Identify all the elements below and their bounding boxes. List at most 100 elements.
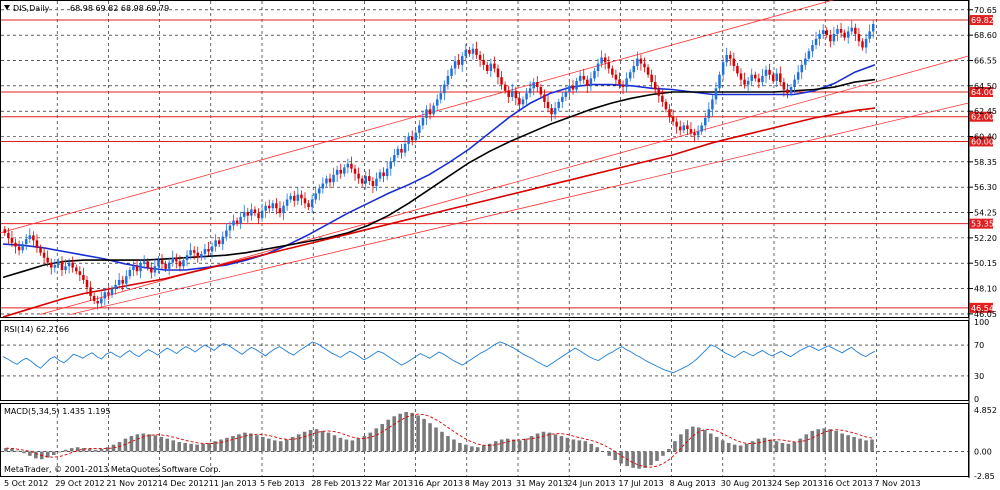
candle-body (557, 101, 560, 109)
candle-body (568, 85, 571, 93)
candle-body (829, 35, 832, 42)
candle-body (371, 181, 375, 186)
candle-body (453, 61, 457, 69)
candle-body (460, 56, 464, 65)
candle-body (696, 131, 700, 136)
candle-body (7, 232, 10, 238)
candle-body (643, 63, 646, 68)
candle-body (221, 236, 225, 245)
candle-body (310, 199, 314, 207)
candle-body (450, 68, 453, 76)
candle-body (564, 92, 568, 97)
candle-body (146, 261, 149, 268)
price-panel-frame (0, 0, 969, 318)
moving-averages (2, 64, 876, 318)
x-tick-label: 16 Apr 2013 (414, 479, 463, 488)
candle-body (836, 28, 839, 34)
candle-body (768, 69, 771, 75)
candle-body (382, 172, 385, 177)
y-tick-label: 48.10 (974, 285, 997, 294)
rsi-label: RSI(14) 62.2166 (4, 325, 69, 334)
candle-body (471, 48, 475, 54)
candle-body (339, 169, 342, 174)
candle-body (536, 82, 539, 88)
candle-body (325, 178, 328, 184)
candle-body (257, 213, 260, 219)
candle-body (771, 74, 775, 81)
candle-body (418, 125, 421, 133)
candle-body (239, 216, 242, 224)
candle-body (575, 80, 578, 90)
candle-body (703, 117, 707, 126)
candle-body (678, 126, 682, 131)
candle-body (21, 244, 24, 251)
candle-body (478, 54, 482, 60)
y-tick-label: 70.65 (974, 6, 997, 15)
candle-body (814, 38, 818, 46)
candle-body (285, 199, 289, 206)
x-tick-label: 17 Jul 2013 (618, 479, 663, 488)
candle-body (378, 172, 382, 179)
candle-body (714, 88, 718, 100)
candle-body (457, 61, 460, 65)
candle-body (539, 87, 543, 95)
candle-body (271, 203, 275, 209)
x-tick-label: 8 May 2013 (465, 479, 512, 488)
candle-body (196, 252, 200, 258)
candle-body (611, 68, 614, 75)
candle-body (242, 211, 246, 217)
candle-body (314, 193, 317, 200)
x-tick-label: 11 Jan 2013 (209, 479, 257, 488)
candle-body (396, 148, 400, 156)
candle-body (343, 167, 346, 174)
x-tick-label: 31 May 2013 (516, 479, 568, 488)
candle-body (493, 63, 496, 69)
candle-body (135, 266, 139, 272)
candle-body (632, 66, 636, 73)
candle-body (657, 89, 661, 96)
candle-body (646, 67, 650, 75)
x-tick-label: 16 Oct 2013 (823, 479, 872, 488)
candle-body (707, 109, 711, 118)
candle-body (871, 24, 875, 32)
candle-body (3, 229, 7, 233)
candle-body (150, 267, 153, 273)
candle-body (854, 27, 857, 34)
price-level-badge (969, 15, 993, 26)
candle-body (132, 266, 135, 271)
candle-body (664, 101, 668, 110)
copyright-text: MetaTrader, © 2001-2013 MetaQuotes Softw… (4, 465, 221, 474)
macd-tick-label: 4.852 (974, 406, 997, 415)
symbol-dropdown-icon[interactable] (4, 5, 10, 10)
candle-body (825, 30, 829, 36)
candle-body (786, 89, 789, 94)
candle-body (75, 267, 78, 272)
candle-body (593, 70, 596, 79)
candle-body (160, 260, 164, 264)
price-level-badge (969, 302, 993, 313)
candle-body (110, 288, 114, 295)
candle-body (39, 247, 42, 253)
candle-body (750, 74, 753, 81)
rsi-tick-label: 70 (974, 341, 984, 350)
candle-body (89, 287, 92, 296)
candle-body (511, 90, 514, 97)
x-tick-label: 24 Sep 2013 (772, 479, 823, 488)
candle-body (228, 225, 232, 231)
candle-body (303, 198, 307, 204)
candle-body (721, 62, 725, 75)
candle-body (289, 195, 292, 200)
candle-body (368, 176, 371, 182)
candle-body (214, 240, 217, 247)
candle-body (235, 220, 239, 224)
x-tick-label: 30 Aug 2013 (721, 479, 772, 488)
ma_fast-line (2, 64, 876, 271)
candle-body (475, 48, 478, 55)
candle-body (171, 257, 175, 263)
candle-body (596, 63, 600, 71)
macd-tick-label: -2.85 (974, 472, 995, 481)
candle-body (546, 101, 550, 109)
candle-body (846, 31, 850, 38)
